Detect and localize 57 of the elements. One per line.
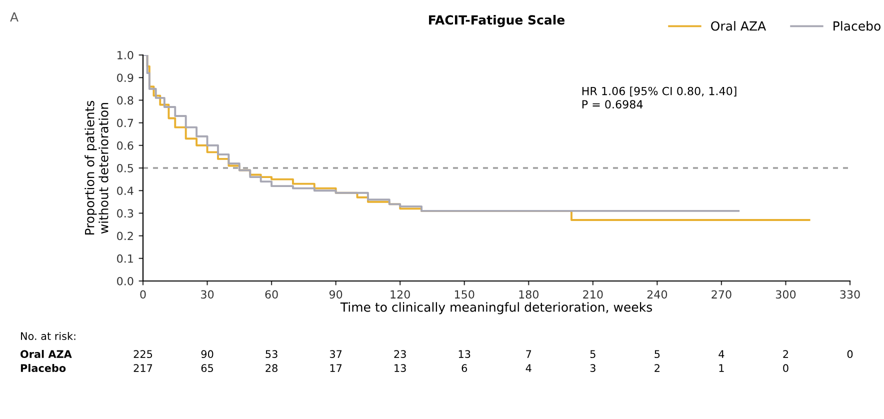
annotation: HR 1.06 [95% CI 0.80, 1.40] <box>582 86 736 97</box>
y-tick-label: 0.6 <box>117 141 134 150</box>
x-tick-label: 240 <box>647 290 668 299</box>
text: 3 <box>590 364 596 372</box>
text: 90 <box>201 350 214 358</box>
y-tick-label: 0.2 <box>117 232 133 240</box>
text: 0 <box>783 364 788 372</box>
text: 28 <box>266 364 278 372</box>
text: 217 <box>134 364 152 372</box>
text: 5 <box>654 350 660 358</box>
text: Placebo <box>20 364 66 372</box>
x-tick-label: 180 <box>519 290 538 299</box>
text: 65 <box>201 364 213 372</box>
text: 13 <box>394 364 406 372</box>
x-tick-label: 300 <box>776 290 796 299</box>
y-tick-label: 0.8 <box>117 96 134 105</box>
text: 4 <box>718 350 724 358</box>
annotation: P = 0.6984 <box>582 100 643 109</box>
x-tick-label: 330 <box>840 290 860 299</box>
y-tick-label: 0.3 <box>117 209 134 218</box>
x-tick-label: 270 <box>712 290 732 299</box>
text: 23 <box>394 350 406 358</box>
text: 0 <box>847 350 853 358</box>
x-tick-label: 150 <box>454 290 474 299</box>
y-axis-title: Proportion of patients without deterioration <box>84 100 108 235</box>
legend-label: Oral AZA <box>711 21 766 31</box>
text: 2 <box>783 350 788 358</box>
y-tick-label: 0.5 <box>117 164 133 172</box>
x-tick-label: 60 <box>265 290 278 299</box>
y-tick-label: 0.7 <box>117 118 134 128</box>
text: 6 <box>462 364 468 372</box>
text: 37 <box>330 350 342 358</box>
x-axis-title: Time to clinically meaningful deterioration, weeks <box>340 302 652 314</box>
y-tick-label: 0.1 <box>117 254 133 263</box>
x-tick-label: 90 <box>329 290 342 299</box>
text: No. at risk: <box>21 332 76 340</box>
x-tick-label: 0 <box>140 290 146 299</box>
x-tick-label: 30 <box>201 290 214 299</box>
chart-title: FACIT-Fatigue Scale <box>429 14 565 28</box>
y-tick-label: 0.4 <box>117 186 134 195</box>
text: A <box>10 12 18 22</box>
text: 7 <box>526 350 532 358</box>
y-tick-label: 0.0 <box>117 276 134 286</box>
legend-label: Placebo <box>834 21 880 31</box>
y-tick-label: 0.9 <box>117 74 134 82</box>
text: 1 <box>719 364 724 372</box>
x-tick-label: 210 <box>583 290 603 299</box>
text: Oral AZA <box>20 350 72 358</box>
text: 53 <box>266 350 278 358</box>
text: 17 <box>330 364 342 372</box>
x-tick-label: 120 <box>390 290 410 299</box>
text: 13 <box>458 350 470 358</box>
y-tick-label: 1.0 <box>118 50 134 60</box>
text: 2 <box>654 364 660 372</box>
text: 225 <box>134 350 152 358</box>
text: 4 <box>526 364 532 372</box>
text: 5 <box>590 350 596 358</box>
